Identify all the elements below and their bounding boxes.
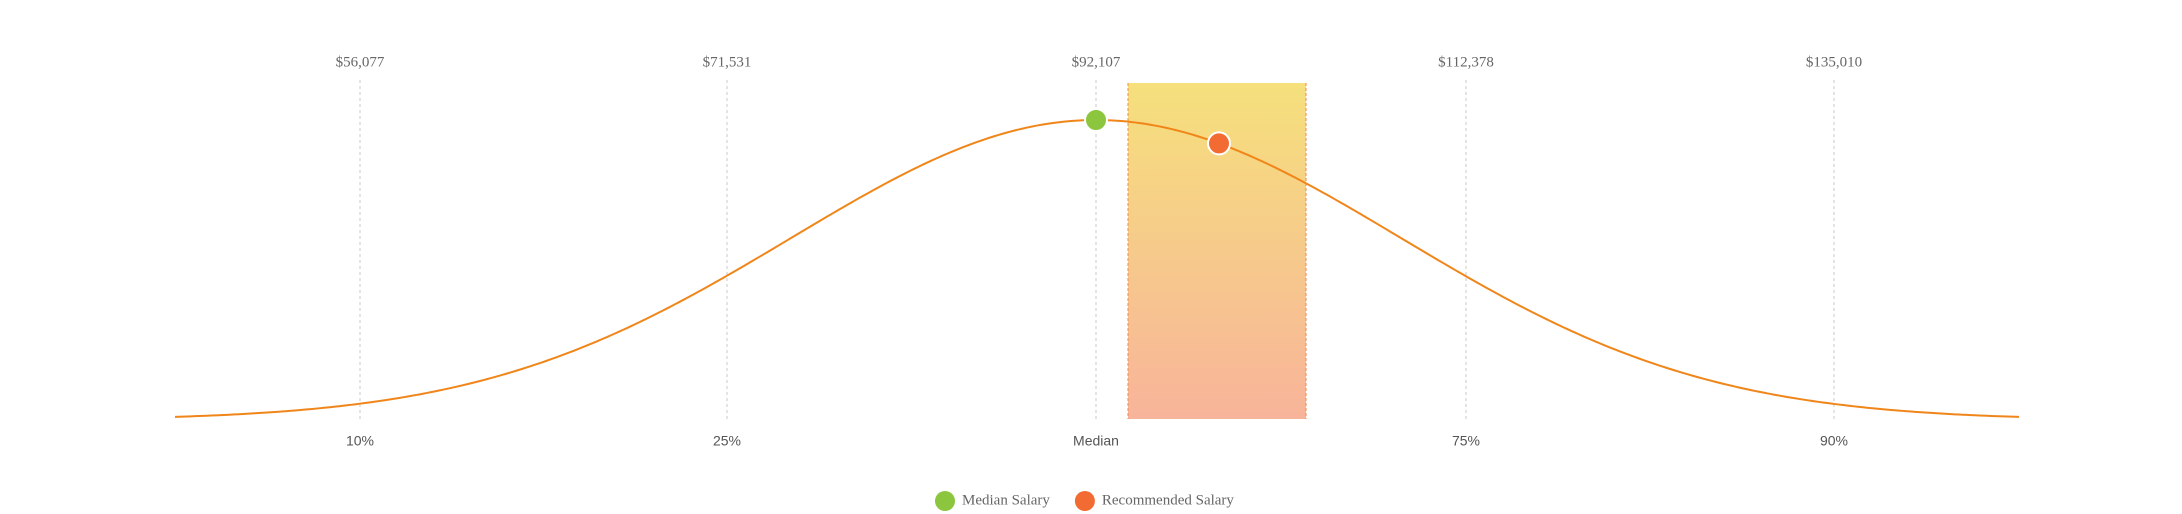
salary-label: $56,077: [336, 54, 385, 70]
legend-swatch: [1074, 491, 1095, 511]
distribution-curve: [174, 118, 2020, 418]
salary-label: $135,010: [1806, 54, 1862, 70]
percentile-label: 25%: [713, 433, 741, 449]
legend-label: Median Salary: [962, 492, 1050, 508]
legend-label: Recommended Salary: [1102, 492, 1235, 508]
percentile-label: 75%: [1452, 433, 1480, 449]
percentile-label: 10%: [346, 433, 374, 449]
recommended-dot: [1207, 131, 1231, 156]
legend-swatch: [935, 491, 955, 511]
percentile-label: 90%: [1820, 433, 1848, 449]
percentile-label: Median: [1073, 433, 1119, 449]
salary-label: $112,378: [1438, 54, 1494, 70]
salary-label: $71,531: [703, 54, 752, 70]
salary-label: $92,107: [1072, 54, 1121, 70]
median-dot: [1084, 108, 1108, 132]
